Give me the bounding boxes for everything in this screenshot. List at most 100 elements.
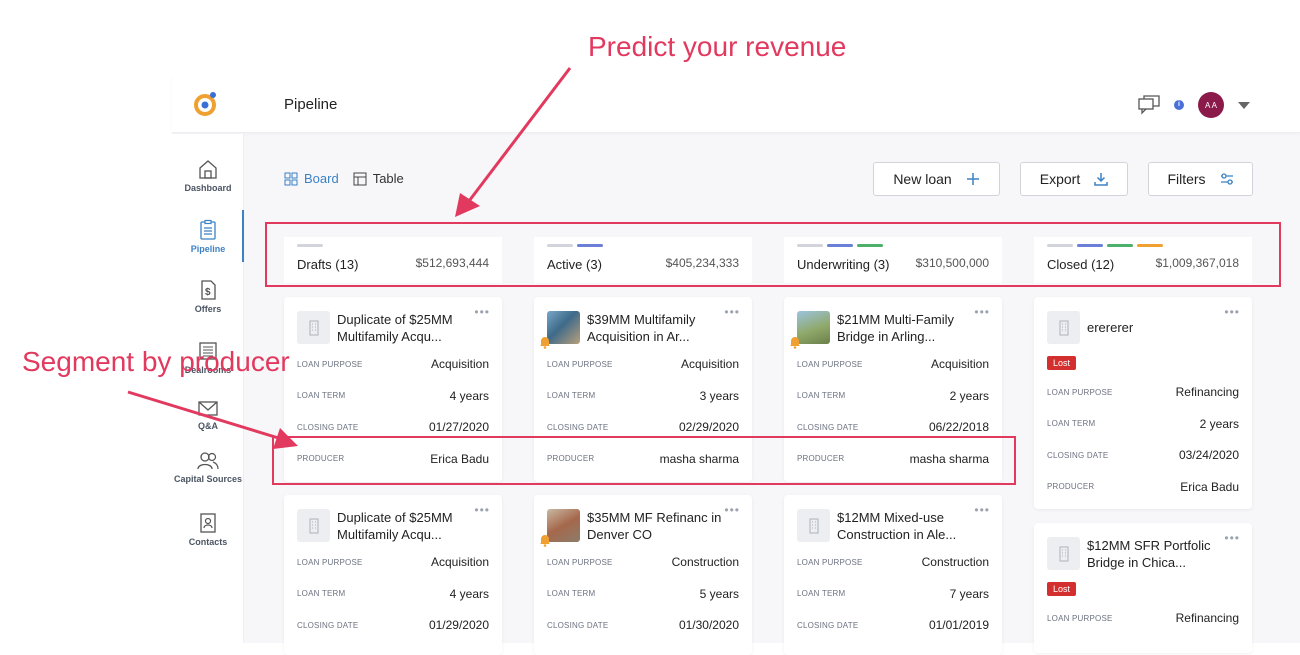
sidebar-item-contacts[interactable]: Contacts <box>172 512 244 547</box>
sidebar-item-qa[interactable]: Q&A <box>172 400 244 431</box>
column-amount: $310,500,000 <box>915 256 989 270</box>
sidebar-item-capital-sources[interactable]: Capital Sources <box>172 451 244 484</box>
field-label: LOAN PURPOSE <box>797 359 863 369</box>
stage-bar <box>1047 244 1073 247</box>
field-label: LOAN TERM <box>1047 419 1096 428</box>
field-value: Acquisition <box>430 555 489 569</box>
bell-icon[interactable] <box>788 335 802 349</box>
more-options-icon[interactable]: ••• <box>974 305 990 319</box>
board-view-button[interactable]: Board <box>284 171 339 186</box>
loan-card[interactable]: erererer ••• Lost LOAN PURPOSE Refinancing LO… <box>1034 297 1252 509</box>
loan-title[interactable]: $12MM Mixed-use Construction in Ale... <box>837 510 957 542</box>
field-label: CLOSING DATE <box>297 620 359 630</box>
property-photo <box>797 311 830 344</box>
field-value: 01/27/2020 <box>428 420 489 434</box>
view-toggle: Board Table <box>284 171 404 186</box>
sidebar-item-label: Pipeline <box>190 244 226 254</box>
sidebar-item-label: Dashboard <box>184 183 232 193</box>
info-icon[interactable]: i <box>1174 100 1184 110</box>
loan-card[interactable]: $35MM MF Refinanc in Denver CO ••• LOAN PU… <box>534 495 752 655</box>
field-value: 4 years <box>449 586 489 601</box>
stage-bar <box>857 244 883 247</box>
loan-card[interactable]: $21MM Multi-Family Bridge in Arling... ••… <box>784 297 1002 482</box>
card-field-row: LOAN PURPOSE Construction <box>797 553 989 571</box>
card-field-row: LOAN PURPOSE Acquisition <box>297 355 489 373</box>
field-label: PRODUCER <box>297 454 345 463</box>
export-button[interactable]: Export <box>1020 162 1128 196</box>
loan-card[interactable]: $39MM Multifamily Acquisition in Ar... ••… <box>534 297 752 482</box>
chevron-down-icon[interactable] <box>1238 101 1250 109</box>
bell-icon[interactable] <box>538 533 552 547</box>
column-header-underwriting: Underwriting (3) $310,500,000 <box>784 237 1002 283</box>
field-label: LOAN TERM <box>797 589 846 598</box>
status-badge: Lost <box>1047 582 1077 596</box>
loan-card[interactable]: Duplicate of $25MM Multifamily Acqu... ••… <box>284 297 502 482</box>
card-field-row: CLOSING DATE 01/29/2020 <box>297 616 489 634</box>
field-label: LOAN PURPOSE <box>547 557 613 567</box>
field-value: 01/01/2019 <box>928 618 989 632</box>
loan-card[interactable]: $12MM Mixed-use Construction in Ale... ••… <box>784 495 1002 655</box>
more-options-icon[interactable]: ••• <box>724 305 740 319</box>
app-logo-icon[interactable] <box>192 89 220 117</box>
more-options-icon[interactable]: ••• <box>1224 531 1240 545</box>
top-right-controls: i A A <box>1138 92 1250 118</box>
sliders-icon <box>1220 173 1233 185</box>
field-label: LOAN PURPOSE <box>547 359 613 369</box>
new-loan-button[interactable]: New loan <box>873 162 1000 196</box>
card-field-row: LOAN TERM 5 years <box>547 585 739 603</box>
stage-bar <box>797 244 823 247</box>
sidebar: Dashboard Pipeline $ Offers Dealrooms Q&… <box>172 134 244 643</box>
more-options-icon[interactable]: ••• <box>724 503 740 517</box>
sidebar-item-label: Contacts <box>188 537 228 547</box>
more-options-icon[interactable]: ••• <box>474 503 490 517</box>
building-icon <box>297 509 330 542</box>
field-label: LOAN PURPOSE <box>1047 613 1113 623</box>
loan-title[interactable]: $39MM Multifamily Acquisition in Ar... <box>587 312 696 344</box>
sidebar-item-label: Dealrooms <box>184 365 232 375</box>
field-value: 7 years <box>949 586 989 601</box>
field-label: LOAN PURPOSE <box>1047 387 1113 397</box>
loan-title[interactable]: $12MM SFR Portfolic Bridge in Chica... <box>1087 538 1211 570</box>
building-icon <box>1047 311 1080 344</box>
field-value: 02/29/2020 <box>678 420 739 434</box>
field-value: 06/22/2018 <box>928 420 989 434</box>
sidebar-item-offers[interactable]: $ Offers <box>172 279 244 314</box>
stage-bar <box>297 244 323 247</box>
card-field-row: LOAN TERM 7 years <box>797 585 989 603</box>
sidebar-item-dashboard[interactable]: Dashboard <box>172 158 244 193</box>
stage-bar <box>1077 244 1103 247</box>
field-value: 03/24/2020 <box>1178 448 1239 462</box>
loan-title[interactable]: $35MM MF Refinanc in Denver CO <box>587 510 722 542</box>
doc-list-icon <box>199 342 217 360</box>
field-value: Refinancing <box>1175 611 1239 625</box>
loan-title[interactable]: Duplicate of $25MM Multifamily Acqu... <box>337 312 453 344</box>
loan-title[interactable]: erererer <box>1087 320 1134 335</box>
field-label: LOAN PURPOSE <box>797 557 863 567</box>
more-options-icon[interactable]: ••• <box>1224 305 1240 319</box>
field-value: 2 years <box>949 388 989 403</box>
card-field-row: CLOSING DATE 01/27/2020 <box>297 418 489 436</box>
more-options-icon[interactable]: ••• <box>974 503 990 517</box>
loan-card[interactable]: Duplicate of $25MM Multifamily Acqu... ••… <box>284 495 502 655</box>
chat-icon[interactable] <box>1138 95 1160 115</box>
field-value: 3 years <box>699 388 739 403</box>
loan-title[interactable]: $21MM Multi-Family Bridge in Arling... <box>837 312 955 344</box>
stage-progress-bars <box>1047 244 1163 247</box>
grid-icon <box>284 172 298 185</box>
producer-highlight-box <box>272 436 1016 485</box>
bell-icon[interactable] <box>538 335 552 349</box>
field-value: masha sharma <box>659 451 739 466</box>
table-view-button[interactable]: Table <box>353 171 404 186</box>
field-value: 01/30/2020 <box>678 618 739 632</box>
loan-title[interactable]: Duplicate of $25MM Multifamily Acqu... <box>337 510 453 542</box>
loan-card[interactable]: $12MM SFR Portfolic Bridge in Chica... ••… <box>1034 523 1252 653</box>
card-field-row: PRODUCER Erica Badu <box>297 450 489 468</box>
avatar[interactable]: A A <box>1198 92 1224 118</box>
column-header-drafts: Drafts (13) $512,693,444 <box>284 237 502 283</box>
sidebar-item-dealrooms[interactable]: Dealrooms <box>172 340 244 375</box>
more-options-icon[interactable]: ••• <box>474 305 490 319</box>
new-loan-label: New loan <box>893 171 952 187</box>
sidebar-item-pipeline[interactable]: Pipeline <box>172 219 244 254</box>
column-name: Underwriting (3) <box>797 257 890 272</box>
filters-button[interactable]: Filters <box>1148 162 1253 196</box>
